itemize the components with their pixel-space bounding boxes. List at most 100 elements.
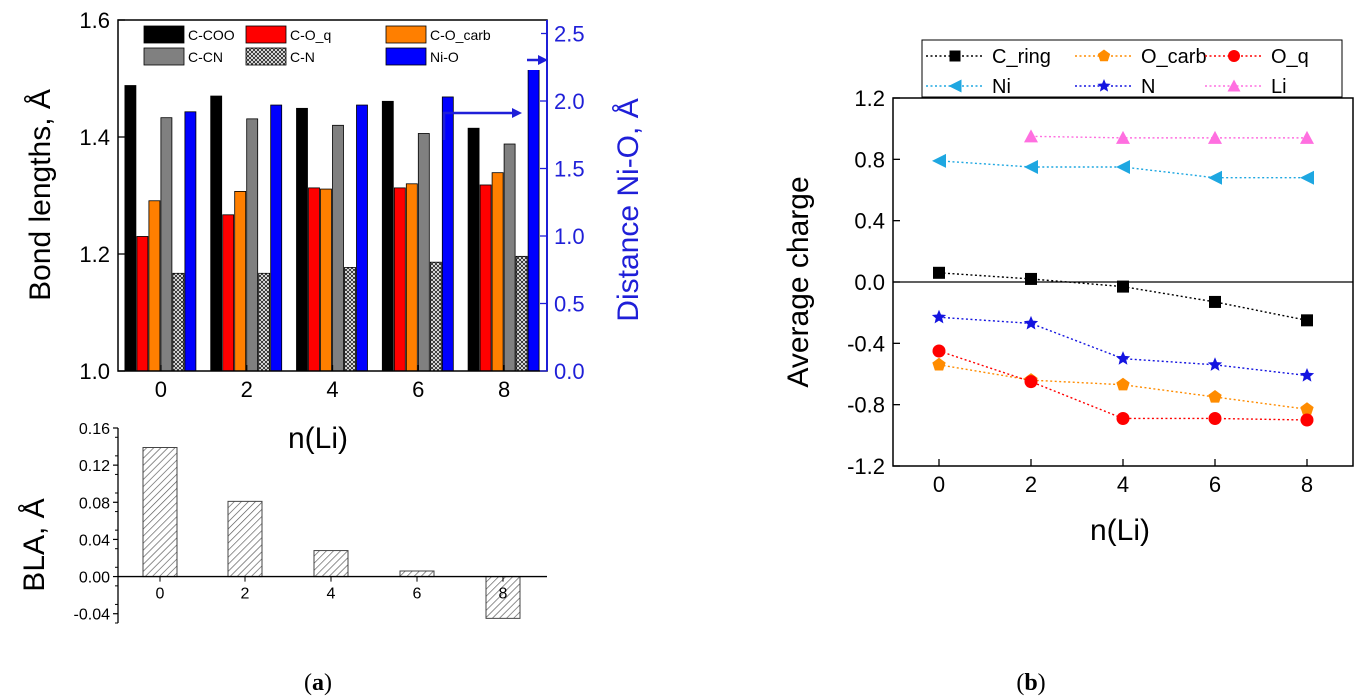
bar-c-n-8 xyxy=(515,255,528,372)
y2-tick-label: 1.5 xyxy=(554,157,585,182)
ni-o-ylabel: Distance Ni-O, Å xyxy=(612,98,645,321)
charge-y-tick-label: -0.4 xyxy=(847,331,885,356)
series-o-carb xyxy=(932,357,1314,415)
charge-x-tick-label: 0 xyxy=(933,472,945,497)
data-point xyxy=(1299,368,1315,382)
bar-c-cn-8 xyxy=(503,143,516,372)
x-tick-label: 0 xyxy=(155,377,167,402)
y-tick-label: 1.6 xyxy=(79,8,110,33)
data-point xyxy=(931,309,947,324)
series-o-q xyxy=(932,344,1314,427)
bar-ni-o-8 xyxy=(527,33,540,372)
legend-marker-o-carb xyxy=(1097,49,1111,62)
bla-y-tick-label: 0.12 xyxy=(79,458,110,475)
legend-marker-n xyxy=(1097,79,1111,92)
bar-c-o-q-6 xyxy=(393,187,406,372)
bla-axes: -0.04 0.00 0.04 0.08 0.12 0.16 0 2 4 6 8 xyxy=(74,421,547,624)
data-point xyxy=(1116,377,1130,391)
charge-y-tick-label: 1.2 xyxy=(854,86,885,111)
y2-tick-label: 0.0 xyxy=(554,359,585,384)
legend-label: C-N xyxy=(290,49,315,65)
bar-c-n-6 xyxy=(429,261,442,372)
charge-x-tick-label: 6 xyxy=(1209,472,1221,497)
bla-chart: -0.04 0.00 0.04 0.08 0.12 0.16 0 2 4 6 8 BLA, Å xyxy=(18,421,547,624)
data-point xyxy=(932,357,946,371)
bar-c-o-carb-2 xyxy=(234,191,247,372)
average-charge-chart: 1.2 0.8 0.4 0.0 -0.4 -0.8 -1.2 0 2 4 6 8 Average c… xyxy=(782,39,1354,547)
bar-c-o-q-8 xyxy=(479,184,492,372)
bla-y-tick-label: 0.08 xyxy=(79,495,110,512)
y2-tick-label: 0.5 xyxy=(554,292,585,317)
legend-label: O_q xyxy=(1271,46,1309,68)
bond-lengths-chart: 1.0 1.2 1.4 1.6 0.0 0.5 1.0 1.5 2.0 2.5 0 2 4 6 8 Bo… xyxy=(24,8,645,455)
data-point xyxy=(1023,315,1039,330)
charge-y-tick-label: 0.8 xyxy=(854,147,885,172)
bar-c-o-carb-8 xyxy=(491,172,504,372)
data-point xyxy=(1208,170,1222,185)
bla-y-tick-label: 0.16 xyxy=(79,421,110,438)
legend-label: C_ring xyxy=(992,46,1051,68)
bar-c-n-0 xyxy=(172,272,185,372)
y-tick-label: 1.2 xyxy=(79,242,110,267)
bla-bar-2 xyxy=(227,500,263,578)
charge-y-tick-label: 0.0 xyxy=(854,270,885,295)
bla-x-tick-label: 6 xyxy=(413,586,422,603)
bar-c-coo-6 xyxy=(381,100,394,372)
bond-bars xyxy=(124,33,540,372)
data-point xyxy=(933,266,945,279)
y2-tick-label: 2.0 xyxy=(554,89,585,114)
charge-y-tick-label: 0.4 xyxy=(854,209,885,234)
bla-x-tick-label: 4 xyxy=(327,586,336,603)
bla-bar-4 xyxy=(313,550,349,578)
charge-y-tick-label: -0.8 xyxy=(847,393,885,418)
data-point xyxy=(932,153,946,168)
series-line xyxy=(938,272,1308,322)
series-line xyxy=(938,316,1308,377)
bar-c-cn-4 xyxy=(332,124,344,372)
data-point xyxy=(1116,411,1130,425)
data-point xyxy=(1207,357,1223,371)
bla-x-tick-label: 2 xyxy=(241,586,250,603)
legend-marker-o-q xyxy=(1228,50,1240,62)
legend-label: Ni-O xyxy=(430,49,459,65)
charge-ylabel: Average charge xyxy=(782,176,815,387)
series-n xyxy=(931,309,1315,382)
bar-c-cn-6 xyxy=(417,133,430,372)
legend-marker-c-ring xyxy=(949,50,961,62)
bar-c-o-q-2 xyxy=(222,214,235,372)
charge-x-tick-label: 2 xyxy=(1025,472,1037,497)
series-ni xyxy=(932,153,1314,185)
panel-label-b: (b) xyxy=(1016,670,1045,696)
y2-tick-label: 1.0 xyxy=(554,224,585,249)
bar-ni-o-0 xyxy=(184,111,197,372)
legend-label: C-O_carb xyxy=(430,27,491,43)
legend-swatch-c-coo xyxy=(143,25,185,44)
data-point xyxy=(1209,295,1221,308)
charge-x-axis: 0 2 4 6 8 xyxy=(933,459,1313,497)
data-point xyxy=(1208,390,1222,403)
legend-marker-li xyxy=(1227,79,1241,92)
bar-c-cn-0 xyxy=(160,117,173,372)
bar-c-o-q-4 xyxy=(308,187,320,372)
data-point xyxy=(1117,280,1129,293)
data-point xyxy=(1300,402,1314,415)
bla-bar-0 xyxy=(142,447,178,578)
data-point xyxy=(1208,130,1222,144)
bar-c-coo-4 xyxy=(296,107,308,372)
legend-swatch-c-cn xyxy=(143,47,185,66)
bond-legend: C-COO C-O_q C-O_carb C-CN C-N Ni-O xyxy=(141,23,541,70)
y-tick-label: 1.4 xyxy=(79,125,110,150)
data-point xyxy=(1301,314,1313,327)
data-point xyxy=(1115,351,1131,365)
bla-y-tick-label: -0.04 xyxy=(74,607,111,624)
data-point xyxy=(1024,160,1038,174)
right-axis-arrows xyxy=(442,55,548,140)
bar-c-o-carb-0 xyxy=(148,200,161,372)
bla-y-tick-label: 0.00 xyxy=(79,570,110,587)
bla-bar-6 xyxy=(399,570,435,578)
bar-c-n-2 xyxy=(258,272,271,372)
legend-swatch-ni-o xyxy=(385,47,427,66)
bar-ni-o-4 xyxy=(356,104,368,372)
x-tick-label: 8 xyxy=(498,377,510,402)
